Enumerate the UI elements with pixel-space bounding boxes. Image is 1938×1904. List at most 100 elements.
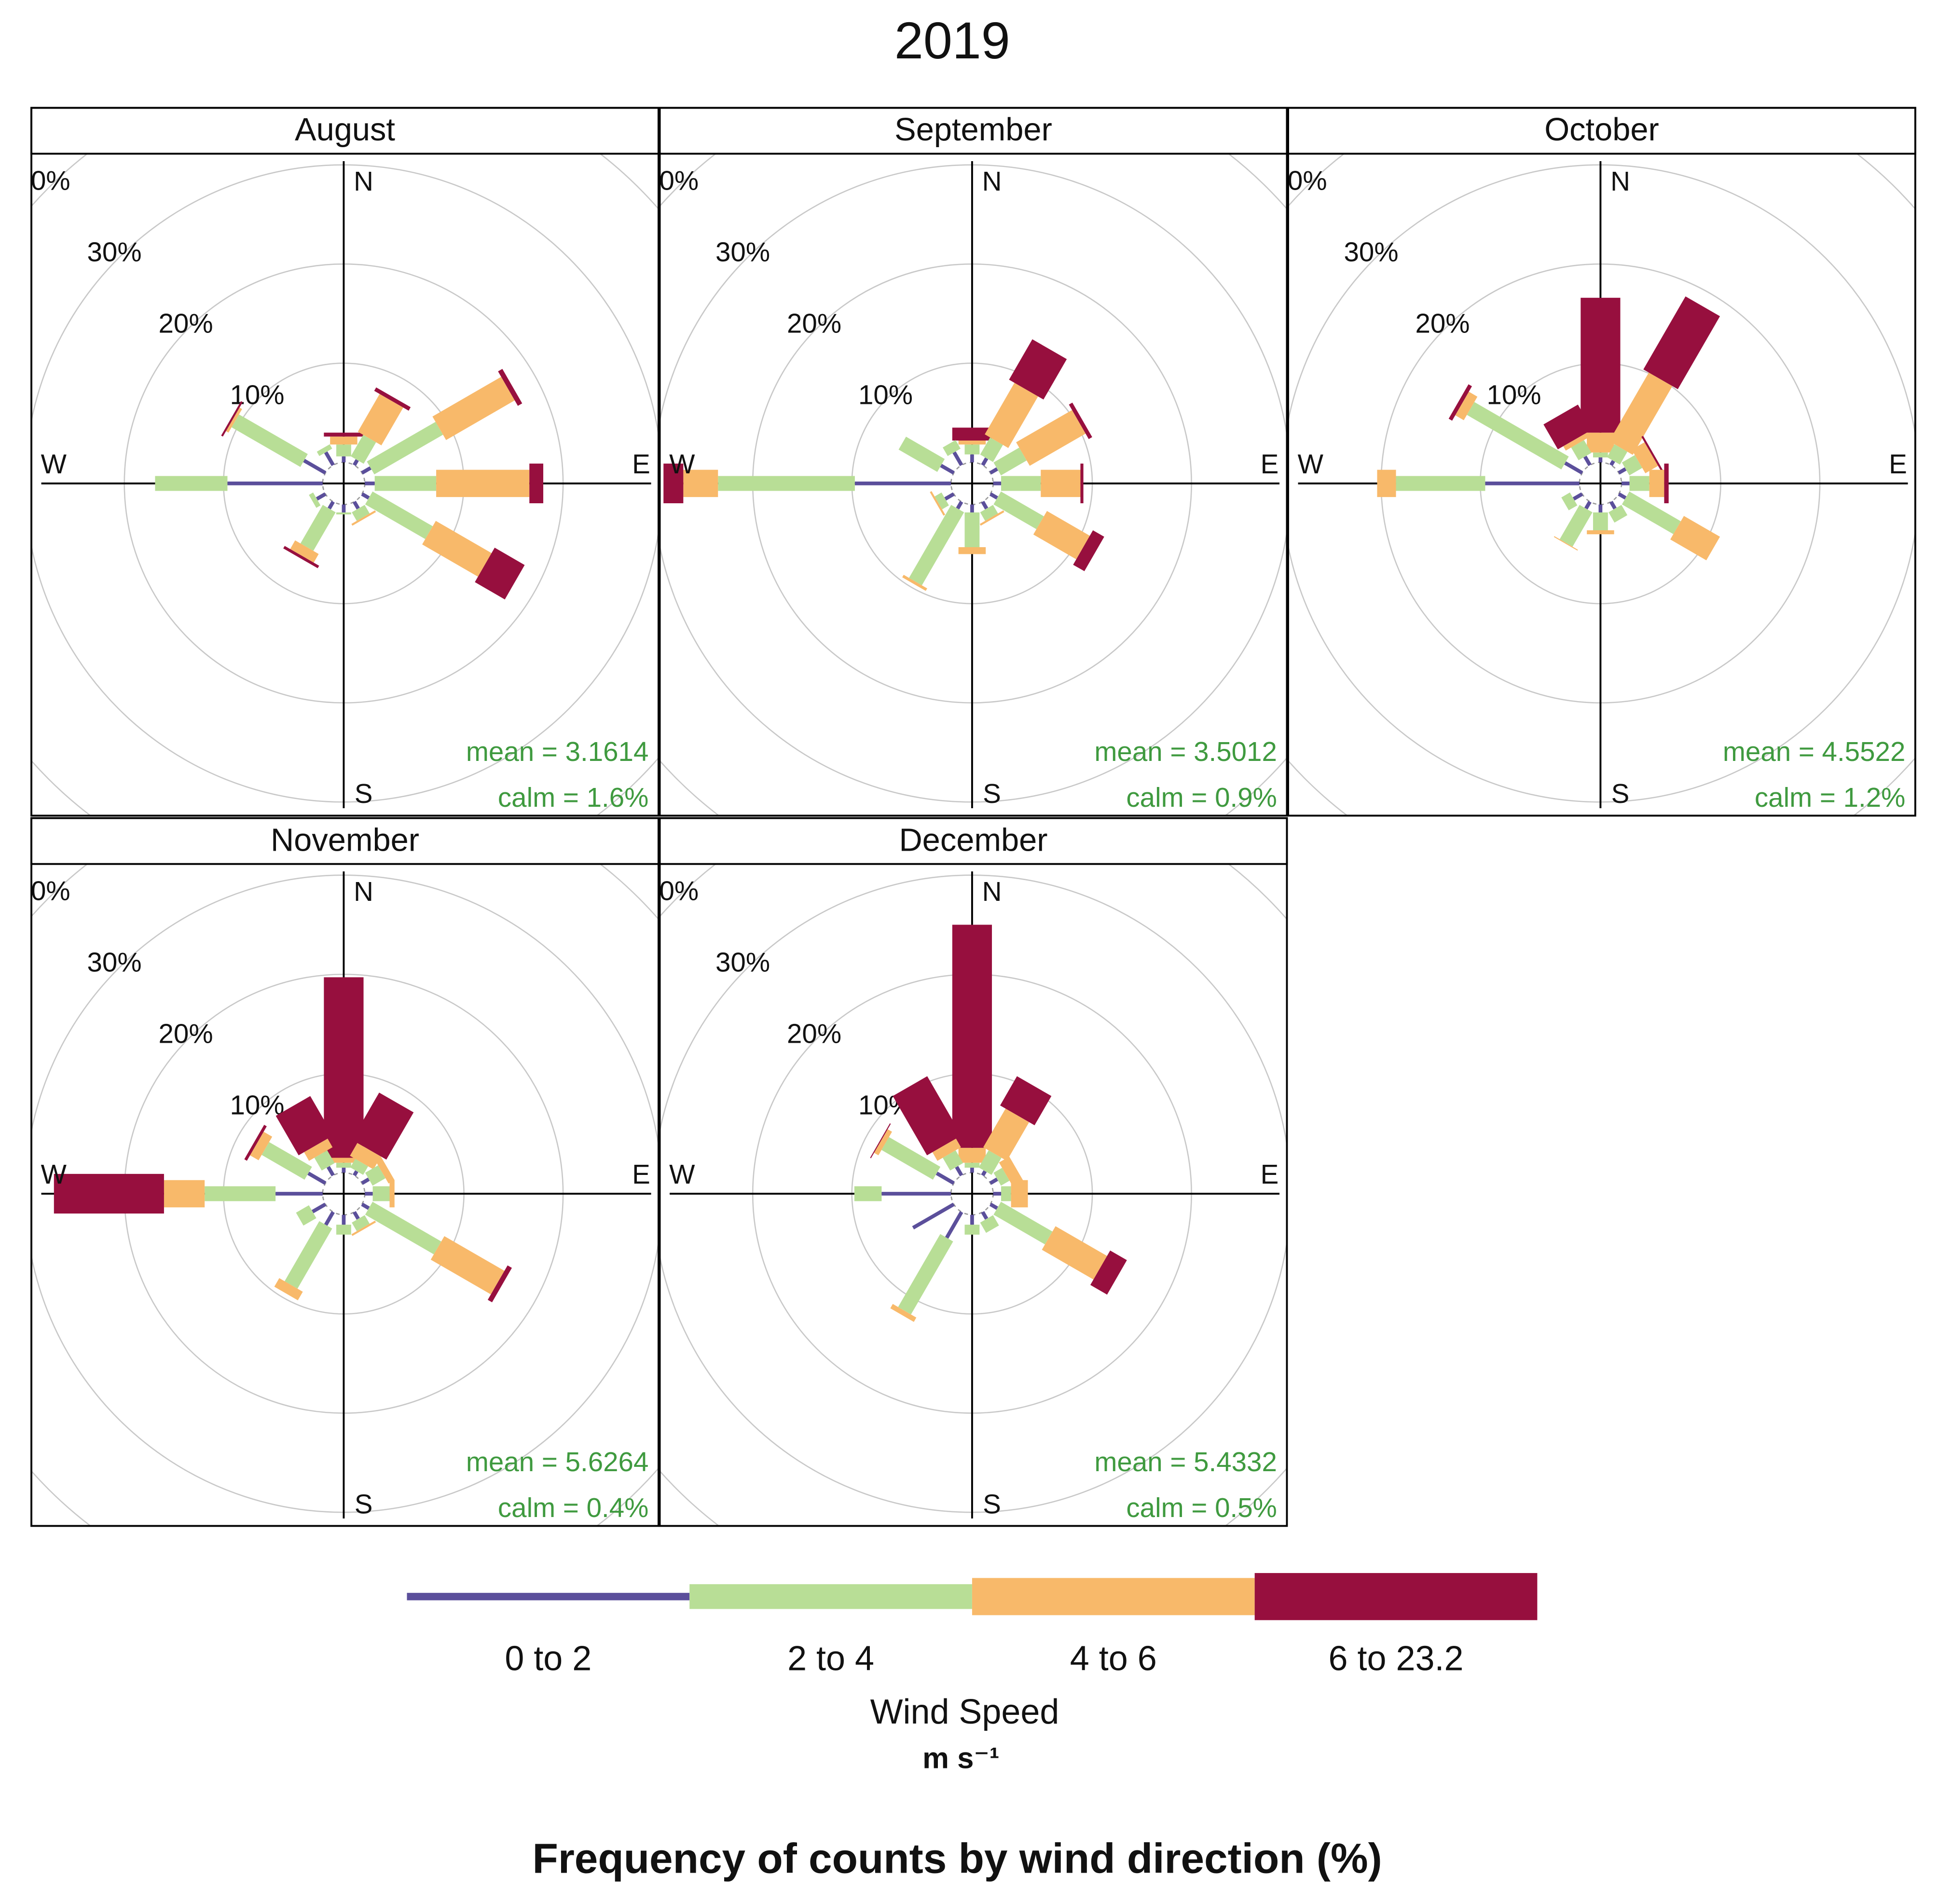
wind-bar — [989, 1202, 998, 1210]
wind-bar — [981, 1170, 987, 1176]
wind-bar — [1598, 504, 1603, 513]
wind-bar — [498, 369, 522, 406]
wind-bar — [342, 504, 346, 513]
wind-bar — [970, 1214, 974, 1225]
wind-bar — [1561, 492, 1578, 510]
r-tick-label: 40% — [16, 165, 70, 195]
compass-label: N — [982, 166, 1002, 196]
wind-bar — [958, 547, 986, 554]
wind-bar — [275, 1192, 323, 1196]
wind-bar — [1587, 530, 1614, 535]
wind-bar — [300, 505, 336, 551]
wind-bar — [958, 1147, 986, 1163]
wind-bar — [336, 1225, 351, 1235]
wind-bar — [854, 482, 951, 485]
wind-bar — [993, 1201, 1053, 1245]
wind-bar — [1377, 469, 1396, 497]
compass-label: W — [41, 449, 67, 479]
legend-swatch — [972, 1578, 1255, 1615]
wind-bar — [989, 492, 998, 500]
mean-label: mean = 3.5012 — [1094, 736, 1277, 767]
wind-bar — [1448, 384, 1472, 421]
legend-swatch — [407, 1593, 690, 1600]
calm-label: calm = 1.2% — [1755, 782, 1905, 813]
wind-bar — [352, 1211, 360, 1220]
wind-bar — [1080, 463, 1084, 504]
wind-bar — [361, 466, 371, 475]
wind-bar — [372, 1186, 390, 1201]
wind-bar — [1609, 372, 1673, 455]
panel-frame — [659, 817, 1288, 1527]
compass-label: W — [1298, 449, 1324, 479]
wind-bar — [893, 1076, 962, 1156]
r-tick-label: 30% — [87, 236, 142, 267]
wind-bar — [1622, 455, 1642, 476]
wind-bar — [350, 1143, 381, 1170]
wind-bar — [1587, 432, 1614, 453]
wind-bar — [1593, 512, 1608, 531]
panel-frame — [30, 107, 660, 817]
r-tick-label: 10% — [230, 1090, 284, 1120]
wind-bar — [909, 505, 964, 586]
wind-bar — [993, 491, 1044, 529]
calm-label: calm = 1.6% — [498, 782, 648, 813]
compass-label: W — [41, 1159, 67, 1189]
wind-bar — [718, 476, 855, 491]
wind-bar — [290, 540, 319, 563]
wind-bar — [978, 1150, 1002, 1175]
wind-bar — [336, 1162, 351, 1168]
calm-label: calm = 0.9% — [1126, 782, 1277, 813]
r-tick-label: 30% — [87, 947, 142, 978]
wind-bar — [1664, 463, 1669, 504]
wind-bar — [309, 492, 321, 508]
r-tick-label: 40% — [1273, 165, 1327, 195]
wind-bar — [261, 1142, 312, 1180]
compass-label: N — [354, 166, 373, 196]
wind-bar — [993, 1168, 1010, 1186]
wind-bar — [365, 1165, 386, 1186]
compass-label: S — [1611, 778, 1630, 809]
wind-bar — [1073, 530, 1104, 571]
wind-bar — [940, 464, 955, 475]
compass-label: E — [1261, 449, 1279, 479]
wind-bar — [432, 376, 515, 440]
r-tick-label: 20% — [1415, 308, 1470, 338]
r-tick-label: 20% — [158, 1018, 213, 1049]
wind-bar — [964, 1225, 980, 1235]
wind-bar — [1607, 444, 1628, 465]
wind-bar — [365, 491, 433, 539]
wind-bar — [1649, 469, 1664, 497]
r-tick-label: 10% — [230, 379, 284, 410]
wind-bar — [1009, 339, 1067, 400]
wind-bar — [231, 414, 308, 467]
wind-bar — [361, 1202, 370, 1210]
compass-label: E — [632, 449, 650, 479]
wind-bar — [970, 454, 974, 463]
compass-label: E — [1889, 449, 1907, 479]
wind-bar — [983, 1108, 1030, 1161]
r-tick-label: 40% — [644, 165, 699, 195]
wind-bar — [436, 469, 530, 497]
wind-bar — [374, 476, 437, 491]
wind-bar — [955, 1166, 963, 1176]
wind-bar — [981, 457, 989, 466]
wind-bar — [357, 394, 403, 446]
legend-label: 0 to 2 — [505, 1639, 591, 1678]
wind-bar — [1396, 476, 1485, 491]
wind-bar — [1598, 457, 1603, 463]
wind-bar — [342, 1168, 346, 1173]
wind-bar — [1584, 500, 1592, 510]
r-tick-label: 30% — [715, 236, 770, 267]
panel-title: August — [295, 112, 395, 148]
panel-title: December — [899, 822, 1047, 858]
plot-area: 10% 20% 30% 40% N E S W — [16, 153, 659, 816]
wind-bar — [930, 491, 946, 516]
compass-label: N — [354, 876, 373, 907]
compass-label: E — [632, 1159, 650, 1189]
r-tick-label: 10% — [1486, 379, 1541, 410]
wind-bar — [352, 500, 360, 510]
wind-bar — [935, 1172, 955, 1185]
wind-bar — [352, 459, 359, 466]
